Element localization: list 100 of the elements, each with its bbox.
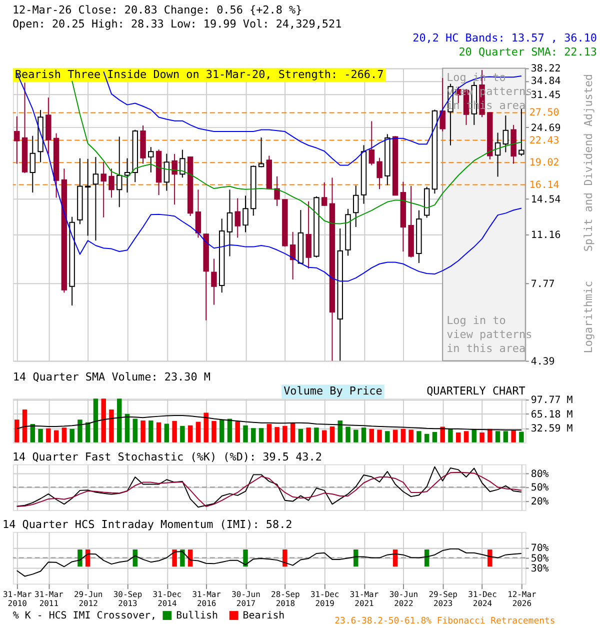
bar — [266, 424, 272, 442]
bar — [93, 398, 98, 442]
y-axis-title: Split and Dividend Adjusted — [582, 74, 596, 252]
bar — [85, 422, 90, 442]
bar — [140, 420, 146, 442]
bar — [258, 428, 264, 442]
x-tick-label: 31-Dec 2024 — [468, 590, 498, 608]
bar — [30, 424, 36, 442]
bar — [251, 428, 256, 442]
bar — [456, 432, 461, 442]
x-tick-label: 12-Mar 2026 — [508, 590, 537, 608]
bar — [488, 428, 492, 442]
y-tick-label: 32.59 M — [530, 424, 573, 435]
y-tick-label: 4.39 — [530, 356, 555, 368]
x-tick-label: 29-Sep 2023 — [428, 590, 458, 608]
candlestick — [306, 200, 312, 269]
bar — [235, 422, 240, 442]
line-series — [16, 472, 522, 507]
bar — [282, 426, 288, 442]
bar — [385, 431, 390, 442]
bar — [78, 420, 82, 442]
bar — [219, 420, 224, 442]
candlestick — [368, 120, 375, 166]
bar — [70, 428, 74, 442]
candlestick — [440, 78, 446, 132]
ref-line-label: 27.50 — [529, 108, 560, 119]
bar — [46, 428, 51, 442]
bar — [464, 431, 469, 442]
candlestick — [164, 153, 170, 192]
y-tick-label: 97.77 M — [530, 395, 573, 406]
bar — [440, 426, 445, 442]
chart-title: 14 Quarter HCS Intraday Momentum (IMI): 58.2 — [2, 518, 292, 531]
y-tick-label: 20% — [530, 496, 549, 508]
bar — [346, 426, 350, 442]
y-tick-label: 30% — [530, 564, 549, 575]
y-tick-label: 7.77 — [530, 279, 555, 290]
bar — [314, 428, 319, 442]
candlestick — [108, 168, 114, 198]
ref-line-label: 16.14 — [529, 180, 560, 191]
y-tick-label: 24.69 — [530, 122, 561, 134]
candlestick — [116, 136, 122, 208]
bar — [392, 430, 398, 442]
candlestick — [274, 176, 280, 207]
candlestick — [172, 153, 178, 206]
candlestick — [234, 198, 240, 238]
y-tick-label: 14.54 — [530, 194, 561, 206]
x-tick-label: 31-Mar 2021 — [350, 590, 379, 608]
candlestick — [211, 258, 217, 306]
line-series — [16, 466, 522, 508]
bar — [354, 430, 358, 442]
candlestick — [518, 108, 524, 156]
bar — [519, 432, 524, 442]
bar — [132, 418, 138, 442]
bar — [227, 418, 232, 442]
bar — [188, 425, 193, 442]
bar — [495, 431, 500, 442]
candlestick — [242, 195, 248, 233]
candlestick — [258, 137, 264, 168]
bar — [400, 428, 406, 442]
chart-title: 14 Quarter Fast Stochastic (%K) (%D): 39.5 43.2 — [12, 450, 322, 464]
x-tick-label: 30-Jun 2017 — [232, 590, 261, 608]
y-tick-label: 31.45 — [530, 90, 561, 102]
x-tick-label: 28-Sep 2018 — [271, 590, 300, 608]
bar — [322, 430, 327, 442]
x-tick-label: 31-Dec 2014 — [152, 590, 182, 608]
bar — [62, 428, 67, 442]
x-tick-label: 31-Mar 2011 — [34, 590, 64, 608]
candlestick — [180, 149, 186, 178]
bar — [196, 422, 201, 442]
text: 20 Quarter SMA: 22.13 — [458, 45, 598, 58]
bar — [448, 428, 453, 442]
y-tick-label: 34.84 — [530, 76, 561, 88]
y-tick-label: 50% — [530, 553, 549, 564]
chart-title: 12-Mar-26 Close: 20.83 Change: 0.56 {+2.8 %} — [12, 4, 302, 17]
bar — [101, 398, 106, 442]
candlestick — [226, 189, 233, 257]
text: Volume By Price — [284, 384, 382, 398]
bar — [180, 426, 185, 442]
ref-line-label: 22.43 — [529, 135, 560, 146]
bar — [212, 420, 216, 442]
candlestick — [376, 157, 382, 190]
bar — [38, 428, 43, 442]
bar — [511, 430, 516, 442]
bar — [306, 428, 311, 442]
bar — [377, 430, 382, 442]
bar — [148, 420, 154, 442]
bar — [290, 422, 296, 442]
legend-label: Bullish — [176, 610, 218, 622]
bar — [172, 420, 177, 442]
x-tick-label: 31-Dec 2019 — [310, 590, 340, 608]
bar — [156, 422, 162, 442]
y-tick-label: 50% — [530, 482, 549, 494]
bar — [369, 428, 374, 442]
candlestick — [84, 158, 91, 236]
bar — [243, 425, 248, 442]
bar — [164, 424, 170, 442]
candlestick — [353, 185, 359, 228]
line-series — [16, 414, 522, 431]
x-tick-label: 30-Jun 2022 — [389, 590, 418, 608]
x-tick-label: 31-Mar 2016 — [192, 590, 222, 608]
